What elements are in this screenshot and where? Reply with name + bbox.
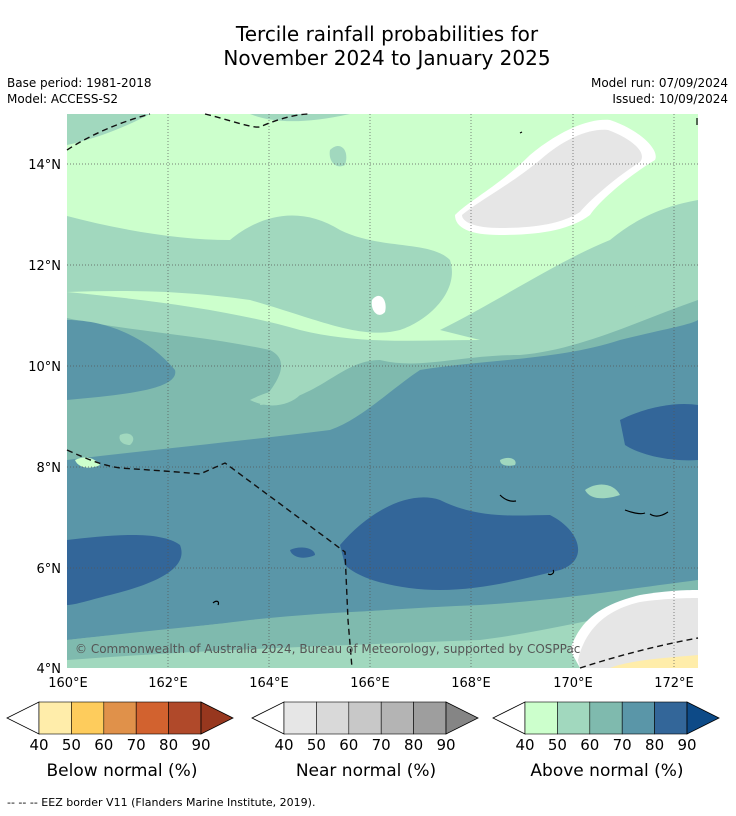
above-50-spot [329,145,347,167]
colorbar-below-tick-label: 40 [29,736,48,754]
above-80-west-blob [67,535,182,605]
model-run: Model run: 07/09/2024 [590,76,728,90]
lon-labels: 160°E 162°E 164°E 166°E 168°E 170°E 172°… [48,676,694,691]
colorbar-label-above: Above normal (%) [530,761,684,781]
lon-label-162e: 162°E [148,676,188,691]
above-80-east-blob [620,403,698,461]
near-40-region-ne [462,129,642,228]
map-title: Tercile rainfall probabilities for Novem… [0,22,736,70]
colorbar-near-segment [283,701,317,735]
colorbar-below-segment [103,701,137,735]
colorbar-near-segment [348,701,382,735]
colorbar-above-tick-label: 60 [580,736,599,754]
islands [212,118,698,606]
eez-footnote: -- -- -- EEZ border V11 (Flanders Marine… [7,796,316,809]
lat-labels: 14°N 12°N 10°N 8°N 6°N 4°N [28,158,61,677]
colorbar-near-segment [380,701,414,735]
lon-label-160e: 160°E [48,676,88,691]
lon-label-172e: 172°E [654,676,694,691]
above-80-spot [290,547,315,558]
above-50-patch-b [119,433,134,445]
above-80-central-blob [340,497,579,590]
colorbar-above: 40 50 60 70 80 90 [492,701,720,754]
colorbar-near-tick-label: 90 [436,736,455,754]
title-line-2: November 2024 to January 2025 [223,46,551,70]
copyright-text: © Commonwealth of Australia 2024, Bureau… [75,642,580,656]
colorbar-near-tick-label: 70 [372,736,391,754]
colorbar-above-segment [524,701,558,735]
colorbar-near-tick-label: 60 [339,736,358,754]
colorbar-near-segment [413,701,447,735]
model-name: Model: ACCESS-S2 [7,92,119,106]
colorbar-label-below: Below normal (%) [46,761,198,781]
colorbar-above-segment [654,701,688,735]
colorbar-above-segment [621,701,655,735]
colorbar-below-over-arrow [200,701,234,735]
colorbar-above-tick-label: 90 [677,736,696,754]
colorbar-below-segment [135,701,169,735]
lon-label-168e: 168°E [451,676,491,691]
colorbar-below-segment [168,701,202,735]
colorbar-below-segment [71,701,105,735]
lat-label-10n: 10°N [28,360,61,375]
lat-label-8n: 8°N [37,461,62,476]
colorbar-near-tick-label: 40 [274,736,293,754]
colorbar-above-over-arrow [686,701,720,735]
colorbar-above-tick-label: 70 [613,736,632,754]
colorbar-above-tick-label: 40 [515,736,534,754]
colorbar-below-tick-label: 80 [159,736,178,754]
graticule [67,114,698,668]
colorbar-near-over-arrow [445,701,479,735]
meta-left: Base period: 1981-2018 Model: ACCESS-S2 [7,75,152,107]
white-patch-a [371,295,386,315]
above-50-patch-a [250,389,300,406]
above-40-patch-a [75,457,100,468]
colorbar-near-segment [316,701,350,735]
colorbar-below-tick-label: 60 [94,736,113,754]
colorbar-above-under-arrow [492,701,526,735]
colorbar-near-tick-label: 80 [404,736,423,754]
meta-right: Model run: 07/09/2024 Issued: 10/09/2024 [591,75,728,107]
lat-label-12n: 12°N [28,259,61,274]
above-50-top [250,114,350,122]
above-50-south-band [67,605,698,668]
colorbar-above-segment [557,701,591,735]
lat-label-4n: 4°N [37,662,62,677]
colorbar-below-tick-label: 90 [191,736,210,754]
colorbar-below-tick-label: 70 [127,736,146,754]
lon-label-164e: 164°E [249,676,289,691]
colorbar-near-under-arrow [251,701,285,735]
colorbar-below-segment [38,701,72,735]
above-50-region-north [67,215,452,333]
lon-label-166e: 166°E [350,676,390,691]
colorbar-near: 40 50 60 70 80 90 [251,701,479,754]
below-40-region-se [610,655,698,668]
lat-label-6n: 6°N [37,562,62,577]
colorbar-above-segment [589,701,623,735]
base-period: Base period: 1981-2018 [7,76,152,90]
above-70-west-blob [67,320,176,400]
map-panel [67,114,698,668]
lat-label-14n: 14°N [28,158,61,173]
colorbar-label-near: Near normal (%) [295,761,437,781]
colorbar-above-tick-label: 80 [645,736,664,754]
issued-date: Issued: 10/09/2024 [612,92,728,106]
above-50-patch-d [500,457,516,466]
colorbar-above-tick-label: 50 [548,736,567,754]
colorbar-below-tick-label: 50 [62,736,81,754]
colorbars: 40 50 60 70 80 90 40 50 60 70 80 90 40 50 60 70 80 90 [6,701,720,754]
colorbar-below: 40 50 60 70 80 90 [6,701,234,754]
colorbar-near-tick-label: 50 [307,736,326,754]
lon-label-170e: 170°E [553,676,593,691]
title-line-1: Tercile rainfall probabilities for [235,22,539,46]
eez-border [66,113,699,669]
colorbar-below-under-arrow [6,701,40,735]
above-50-patch-c [585,484,620,499]
near-40-region-se [578,598,698,668]
